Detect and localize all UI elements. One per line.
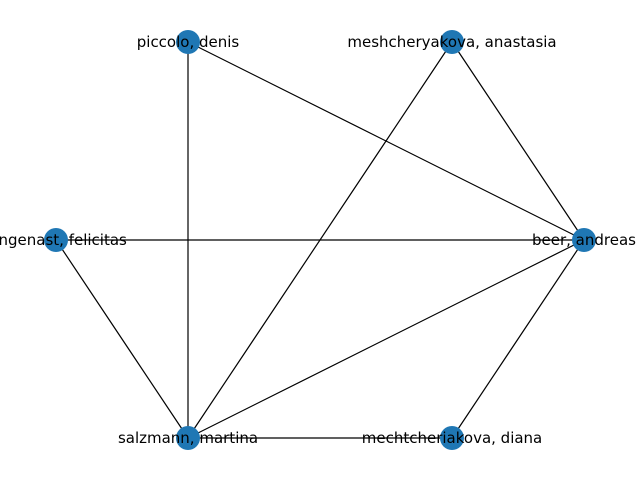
node-label-salzmann: salzmann, martina (118, 429, 258, 447)
edge-langenast-salzmann (55, 239, 189, 439)
node-beer (572, 228, 596, 252)
node-label-piccolo: piccolo, denis (137, 33, 240, 51)
edge-beer-salzmann (187, 239, 585, 439)
edge-beer-mechtcheriakova (451, 239, 585, 439)
node-piccolo (176, 30, 200, 54)
node-salzmann (176, 426, 200, 450)
labels-layer: piccolo, denis meshcheryakova, anastasia l… (0, 33, 636, 447)
node-langenast (44, 228, 68, 252)
node-label-meshcheryakova: meshcheryakova, anastasia (347, 33, 556, 51)
node-label-langenast: langenast, felicitas (0, 231, 127, 249)
edges-layer (55, 41, 585, 439)
nodes-layer (44, 30, 596, 450)
node-mechtcheriakova (440, 426, 464, 450)
edge-meshcheryakova-beer (451, 41, 585, 241)
node-meshcheryakova (440, 30, 464, 54)
node-label-mechtcheriakova: mechtcheriakova, diana (362, 429, 543, 447)
node-label-beer: beer, andreas (532, 231, 636, 249)
